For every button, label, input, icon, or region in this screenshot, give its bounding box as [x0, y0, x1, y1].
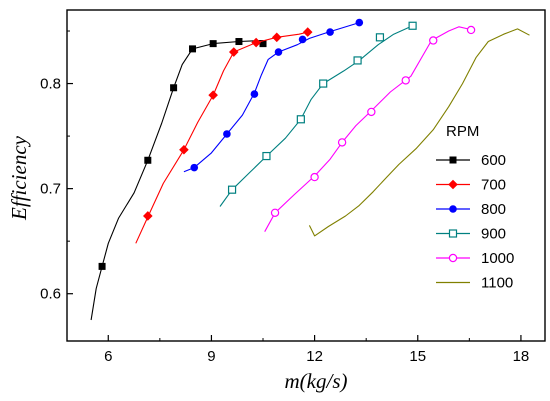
x-tick-label: 9 [207, 348, 215, 365]
data-point [262, 151, 271, 161]
legend-marker [448, 229, 458, 238]
data-point [251, 37, 261, 48]
legend-marker [449, 205, 457, 213]
legend-item-800: 800 [436, 201, 506, 218]
data-point [466, 25, 476, 35]
plot-frame [66, 9, 546, 342]
legend-label: 1000 [481, 250, 514, 267]
data-point [298, 35, 307, 44]
series-rpm-800 [183, 18, 364, 173]
series-line [90, 39, 264, 321]
data-point [270, 208, 280, 218]
legend-label: 600 [481, 152, 506, 169]
series-rpm-1100 [308, 28, 530, 237]
series-rpm-600 [90, 38, 267, 321]
data-point [429, 36, 438, 45]
legend-marker [448, 253, 458, 263]
data-point [209, 40, 217, 48]
series-rpm-900 [219, 21, 417, 207]
data-point [190, 163, 199, 172]
series-line [264, 26, 473, 232]
legend-marker [448, 179, 458, 190]
data-point [319, 79, 328, 88]
data-point [235, 38, 243, 46]
data-point [170, 84, 178, 92]
data-point [227, 185, 237, 194]
data-point [259, 40, 267, 48]
series-line [183, 22, 360, 173]
data-point [179, 144, 189, 155]
series-line [219, 25, 413, 207]
legend-item-700: 700 [436, 177, 506, 194]
legend-title: RPM [446, 123, 479, 140]
data-point [274, 48, 283, 56]
data-point [353, 56, 362, 65]
legend-label: 800 [481, 201, 506, 218]
series-rpm-1000 [264, 25, 476, 232]
x-axis: 6 9 12 15 18 [104, 335, 529, 365]
data-point [250, 90, 259, 98]
data-point [337, 138, 347, 147]
x-tick-label: 18 [513, 348, 530, 365]
legend-item-1000: 1000 [436, 250, 514, 267]
legend-item-600: 600 [436, 152, 506, 169]
data-point [310, 172, 319, 182]
y-tick-label: 0.7 [40, 181, 61, 198]
x-axis-title: m(kg/s) [285, 369, 348, 393]
y-axis: 0.6 0.7 0.8 [40, 30, 73, 303]
legend-item-900: 900 [436, 226, 506, 243]
data-point [223, 130, 231, 138]
data-point [355, 18, 364, 27]
y-axis-title: Efficiency [7, 135, 31, 221]
data-point [408, 21, 417, 30]
x-tick-label: 6 [104, 348, 112, 365]
legend-label: 700 [481, 177, 506, 194]
data-point [143, 211, 153, 221]
x-tick-label: 12 [306, 348, 323, 365]
series-line [308, 28, 530, 237]
data-point [401, 76, 410, 85]
data-point [208, 90, 218, 100]
data-point [144, 156, 152, 164]
series-rpm-700 [135, 27, 313, 244]
series-line [135, 31, 308, 244]
legend-marker [449, 156, 457, 164]
data-point [367, 107, 376, 117]
data-point [98, 262, 106, 270]
data-point [189, 45, 197, 53]
y-tick-label: 0.8 [40, 76, 61, 93]
data-point [228, 47, 239, 57]
legend-item-1100: 1100 [436, 275, 513, 292]
data-point [302, 27, 313, 37]
data-point [271, 32, 282, 43]
legend-label: 1100 [481, 275, 513, 292]
data-point [326, 28, 334, 36]
series-layer [90, 18, 530, 321]
legend: RPM 600 700 800 900 1000 1100 [436, 123, 514, 292]
y-tick-label: 0.6 [40, 286, 61, 303]
data-point [375, 33, 385, 42]
legend-label: 900 [481, 226, 506, 243]
x-tick-label: 15 [409, 348, 426, 365]
data-point [296, 115, 305, 124]
